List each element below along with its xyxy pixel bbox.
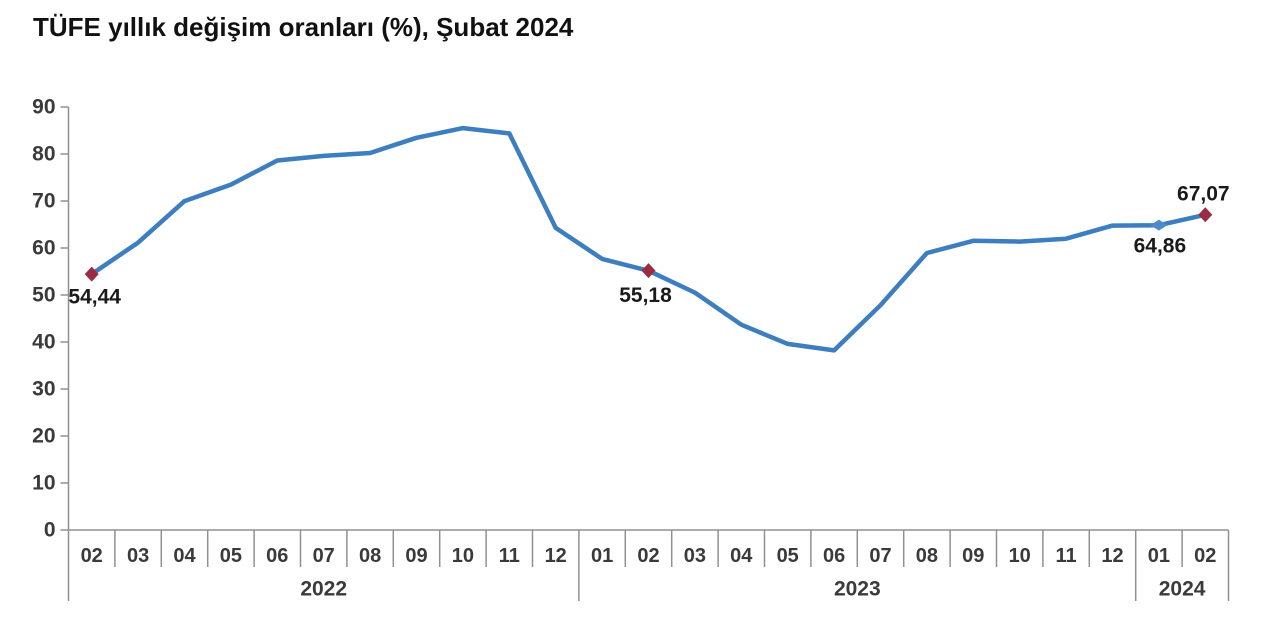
month-label: 03	[684, 545, 706, 567]
chart-title: TÜFE yıllık değişim oranları (%), Şubat …	[33, 12, 574, 42]
month-label: 08	[916, 545, 938, 567]
month-label: 01	[591, 545, 613, 567]
month-label: 09	[405, 545, 427, 567]
y-axis-tick-label: 50	[32, 284, 55, 307]
y-axis-tick-label: 20	[32, 425, 55, 448]
y-axis-tick-label: 80	[32, 143, 55, 166]
month-label: 05	[777, 545, 799, 567]
y-axis-tick-label: 90	[32, 96, 55, 119]
year-label: 2023	[834, 578, 881, 601]
data-point-label: 67,07	[1177, 182, 1230, 205]
year-label: 2022	[300, 578, 347, 601]
marker-diamond-red	[1198, 207, 1213, 223]
x-axis: 02 03 04 05 06 07 08 09 10 11 12 01 02 03 04 05 06 07 08 09…	[67, 529, 1230, 601]
month-label: 09	[962, 545, 984, 567]
month-label: 10	[452, 545, 474, 567]
y-axis-tick-label: 0	[44, 519, 56, 542]
month-label: 11	[1056, 545, 1077, 567]
month-label: 06	[266, 545, 288, 567]
month-label: 08	[359, 545, 381, 567]
month-label: 03	[127, 545, 149, 567]
data-point-label: 64,86	[1134, 235, 1187, 258]
y-axis: 0 10 20 30 40 50 60 70 80 90	[32, 96, 70, 542]
month-label: 01	[1148, 545, 1170, 567]
month-label: 02	[81, 545, 103, 567]
data-point-label: 54,44	[68, 286, 121, 309]
month-label: 12	[1101, 545, 1123, 567]
month-label: 10	[1009, 545, 1031, 567]
month-label: 07	[869, 545, 891, 567]
y-axis-tick-label: 60	[32, 237, 55, 260]
month-label: 02	[637, 545, 659, 567]
y-axis-tick-label: 40	[32, 331, 55, 354]
y-axis-tick-label: 70	[32, 190, 55, 213]
data-point-label: 55,18	[619, 284, 672, 307]
y-axis-tick-label: 30	[32, 378, 55, 401]
month-label: 04	[730, 545, 753, 567]
month-label: 04	[173, 545, 196, 567]
marker-diamond-blue	[1150, 219, 1168, 231]
labeled-points: 54,44 55,18 64,86 67,07	[68, 182, 1229, 308]
month-label: 12	[545, 545, 567, 567]
month-label: 07	[313, 545, 335, 567]
year-label: 2024	[1159, 578, 1206, 601]
trend-line	[89, 125, 1208, 353]
marker-diamond-red	[641, 263, 656, 279]
marker-diamond-red	[84, 266, 99, 282]
month-label: 11	[499, 545, 520, 567]
month-label: 02	[1194, 545, 1216, 567]
y-axis-tick-label: 10	[32, 472, 55, 495]
month-label: 05	[220, 545, 242, 567]
month-label: 06	[823, 545, 845, 567]
